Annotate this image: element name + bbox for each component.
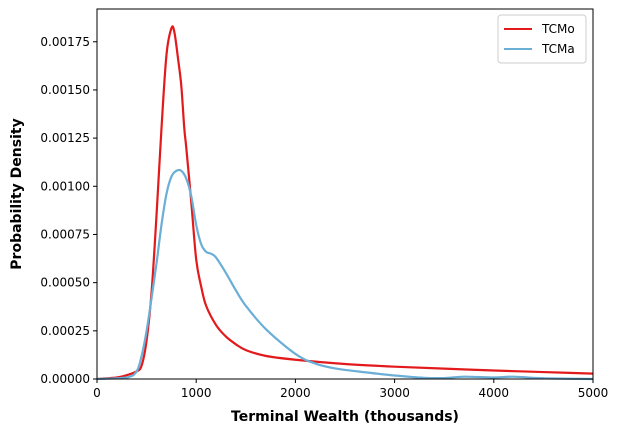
- x-tick-label: 0: [93, 386, 101, 400]
- plot-lines: [96, 25, 594, 381]
- y-axis-title: Probability Density: [9, 118, 25, 269]
- x-axis-ticks: 0 1000 2000 3000 4000 5000: [93, 379, 608, 400]
- x-tick-label: 3000: [379, 386, 410, 400]
- x-tick-label: 5000: [578, 386, 609, 400]
- y-axis-ticks: 0.00000 0.00025 0.00050 0.00075 0.00100 0.001…: [40, 35, 97, 386]
- legend: TCMo TCMa: [497, 14, 587, 64]
- x-tick-label: 4000: [479, 386, 510, 400]
- legend-label-tcma: TCMa: [541, 42, 575, 56]
- x-tick-label: 2000: [280, 386, 311, 400]
- x-tick-label: 1000: [181, 386, 212, 400]
- y-tick-label: 0.00175: [40, 35, 90, 49]
- series-line-tcma: [96, 168, 594, 381]
- legend-box: [497, 14, 587, 64]
- y-tick-label: 0.00000: [40, 372, 90, 386]
- plot-frame: [96, 8, 594, 380]
- y-tick-label: 0.00025: [40, 324, 90, 338]
- x-axis-title: Terminal Wealth (thousands): [231, 409, 459, 425]
- y-tick-label: 0.00150: [40, 83, 90, 97]
- y-tick-label: 0.00075: [40, 227, 90, 241]
- y-tick-label: 0.00050: [40, 276, 90, 290]
- series-line-tcmo: [96, 25, 594, 381]
- legend-label-tcmo: TCMo: [541, 22, 575, 36]
- y-tick-label: 0.00125: [40, 131, 90, 145]
- y-tick-label: 0.00100: [40, 179, 90, 193]
